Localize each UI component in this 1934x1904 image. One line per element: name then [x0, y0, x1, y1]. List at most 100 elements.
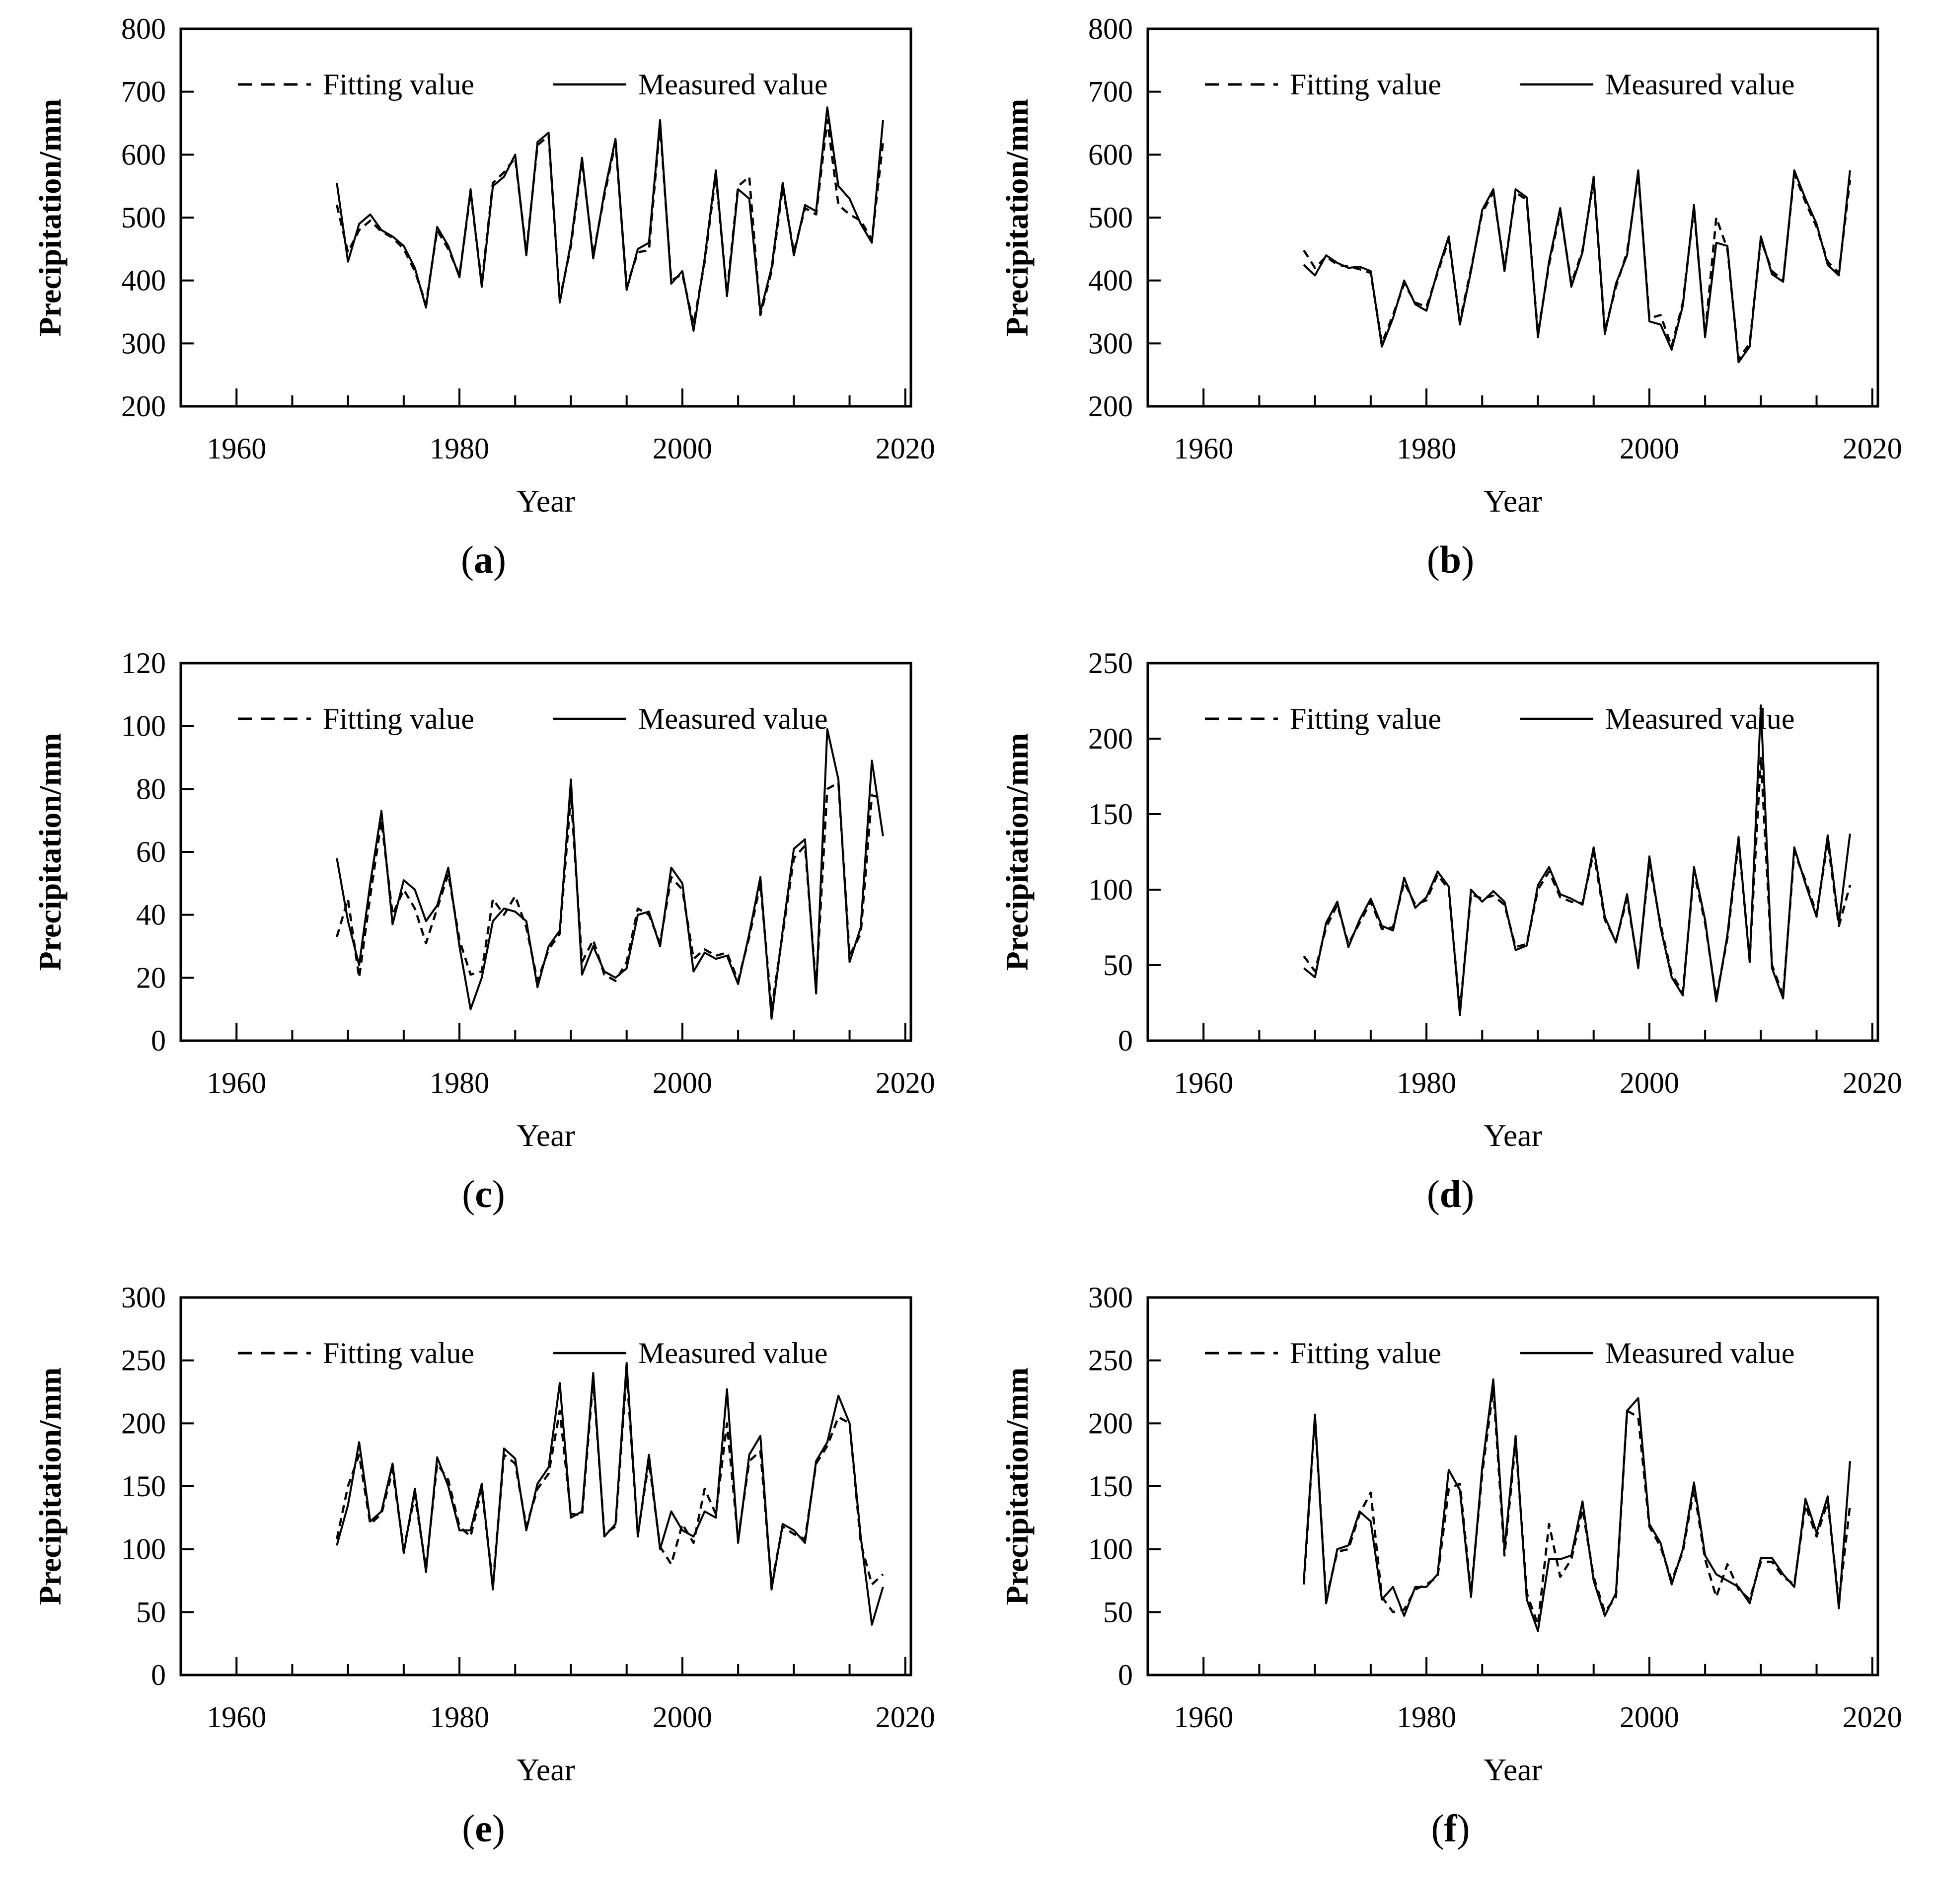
- x-tick-label: 2000: [1619, 1066, 1679, 1099]
- x-tick-label: 1960: [207, 1701, 266, 1734]
- x-axis-title: Year: [1484, 1752, 1542, 1787]
- x-tick-label: 2020: [1842, 432, 1902, 465]
- caption-open: (: [461, 538, 474, 581]
- y-tick-label: 20: [136, 961, 166, 994]
- legend-label-fitting: Fitting value: [323, 68, 474, 101]
- fitting-line: [335, 1371, 884, 1586]
- legend: Fitting value Measured value: [1204, 1337, 1795, 1370]
- y-tick-label: 250: [1088, 647, 1133, 680]
- y-tick-label: 500: [121, 201, 166, 234]
- caption-close: ): [1457, 1807, 1470, 1850]
- x-tick-label: 1960: [207, 432, 266, 465]
- y-tick-label: 800: [121, 12, 166, 45]
- panel-caption-c: (c): [462, 1175, 505, 1214]
- y-tick-label: 700: [121, 76, 166, 108]
- caption-close: ): [492, 1807, 505, 1850]
- legend-label-measured: Measured value: [1605, 1337, 1795, 1370]
- caption-letter: f: [1444, 1807, 1457, 1850]
- chart-c: 0 20 40 60 80 100 120 1960 1980 2000 2020 Precipita…: [32, 647, 935, 1153]
- y-tick-label: 100: [1088, 1533, 1133, 1566]
- chart-f: 0 50 100 150 200 250 300 1960 1980 2000 2020 Precip…: [999, 1281, 1902, 1787]
- y-axis-title: Precipitation/mm: [999, 99, 1035, 337]
- y-tick-label: 200: [121, 1407, 166, 1440]
- x-tick-label: 1980: [430, 1701, 489, 1734]
- measured-line: [1303, 704, 1851, 1016]
- measured-line: [335, 1362, 884, 1626]
- y-tick-label: 0: [1118, 1659, 1133, 1691]
- y-tick-label: 250: [121, 1344, 166, 1377]
- y-tick-label: 200: [121, 390, 166, 423]
- y-tick-label: 300: [121, 1281, 166, 1314]
- caption-open: (: [1431, 1807, 1444, 1850]
- y-axis: 0 50 100 150 200 250 300: [121, 1281, 194, 1691]
- caption-open: (: [462, 1172, 475, 1216]
- x-tick-label: 1980: [1397, 1701, 1456, 1734]
- y-tick-label: 150: [1088, 1470, 1133, 1503]
- legend-label-fitting: Fitting value: [323, 702, 474, 735]
- x-tick-label: 2000: [652, 432, 712, 465]
- y-tick-label: 50: [1103, 1596, 1133, 1628]
- chart-a: 200 300 400 500 600 700 800 1960 1980 2000 2020 Pre…: [32, 12, 935, 519]
- legend-label-measured: Measured value: [638, 68, 828, 101]
- y-tick-label: 400: [1088, 264, 1133, 297]
- caption-letter: a: [474, 538, 493, 581]
- y-tick-label: 120: [121, 647, 166, 680]
- measured-line: [1302, 1378, 1851, 1632]
- x-tick-label: 2020: [875, 1701, 935, 1734]
- y-axis-title: Precipitation/mm: [32, 99, 68, 337]
- legend: Fitting value Measured value: [237, 1337, 828, 1370]
- legend-label-fitting: Fitting value: [1290, 1337, 1441, 1370]
- y-tick-label: 300: [1088, 1281, 1133, 1314]
- chart-d: 0 50 100 150 200 250 1960 1980 2000 2020 Precipita…: [999, 647, 1902, 1153]
- y-tick-label: 200: [1088, 390, 1133, 423]
- caption-open: (: [1426, 538, 1440, 581]
- x-tick-label: 2000: [652, 1066, 712, 1099]
- y-axis-title: Precipitation/mm: [32, 733, 68, 971]
- y-tick-label: 700: [1088, 76, 1133, 108]
- legend-label-fitting: Fitting value: [1290, 68, 1441, 101]
- caption-letter: c: [475, 1172, 492, 1216]
- x-tick-label: 2020: [1842, 1701, 1902, 1734]
- measured-line: [1303, 169, 1851, 364]
- y-tick-label: 400: [121, 264, 166, 297]
- chart-b: 200 300 400 500 600 700 800 1960 1980 2000 2020 Pre…: [999, 12, 1902, 519]
- fitting-line: [335, 781, 884, 1010]
- y-tick-label: 80: [136, 772, 166, 805]
- y-axis: 200 300 400 500 600 700 800: [1088, 12, 1161, 423]
- y-tick-label: 50: [1103, 949, 1133, 982]
- panel-b: 200 300 400 500 600 700 800 1960 1980 2000 2020 Pre…: [967, 0, 1934, 634]
- caption-open: (: [1426, 1172, 1440, 1216]
- caption-letter: b: [1439, 538, 1462, 581]
- x-tick-label: 2000: [1619, 432, 1679, 465]
- x-axis: 1960 1980 2000 2020: [207, 388, 935, 465]
- y-tick-label: 800: [1088, 12, 1133, 45]
- y-tick-label: 0: [1118, 1024, 1133, 1057]
- legend-label-measured: Measured value: [638, 1337, 828, 1370]
- fitting-line: [1302, 756, 1851, 1012]
- y-tick-label: 600: [121, 138, 166, 171]
- x-tick-label: 1980: [1397, 432, 1456, 465]
- y-tick-label: 100: [1088, 873, 1133, 906]
- x-axis: 1960 1980 2000 2020: [1174, 388, 1902, 465]
- x-axis: 1960 1980 2000 2020: [1174, 1657, 1902, 1734]
- legend-label-fitting: Fitting value: [1290, 702, 1441, 735]
- x-tick-label: 2020: [875, 432, 935, 465]
- panel-caption-b: (b): [1427, 540, 1474, 579]
- x-tick-label: 2020: [1842, 1066, 1902, 1099]
- panel-e: 0 50 100 150 200 250 300 1960 1980 2000 2020 Precip…: [0, 1269, 967, 1904]
- x-axis-title: Year: [1484, 1118, 1542, 1153]
- caption-close: ): [1461, 538, 1475, 581]
- y-axis-title: Precipitation/mm: [999, 733, 1035, 971]
- x-tick-label: 1980: [430, 432, 489, 465]
- x-axis: 1960 1980 2000 2020: [207, 1657, 935, 1734]
- panel-f: 0 50 100 150 200 250 300 1960 1980 2000 2020 Precip…: [967, 1269, 1934, 1904]
- caption-letter: d: [1439, 1172, 1462, 1216]
- fitting-line: [1302, 1387, 1851, 1626]
- legend-label-measured: Measured value: [638, 702, 828, 735]
- y-axis-title: Precipitation/mm: [999, 1368, 1035, 1605]
- x-axis-title: Year: [517, 1118, 575, 1153]
- y-tick-label: 200: [1088, 1407, 1133, 1440]
- chart-e: 0 50 100 150 200 250 300 1960 1980 2000 2020 Precip…: [32, 1281, 935, 1787]
- x-tick-label: 1960: [207, 1066, 266, 1099]
